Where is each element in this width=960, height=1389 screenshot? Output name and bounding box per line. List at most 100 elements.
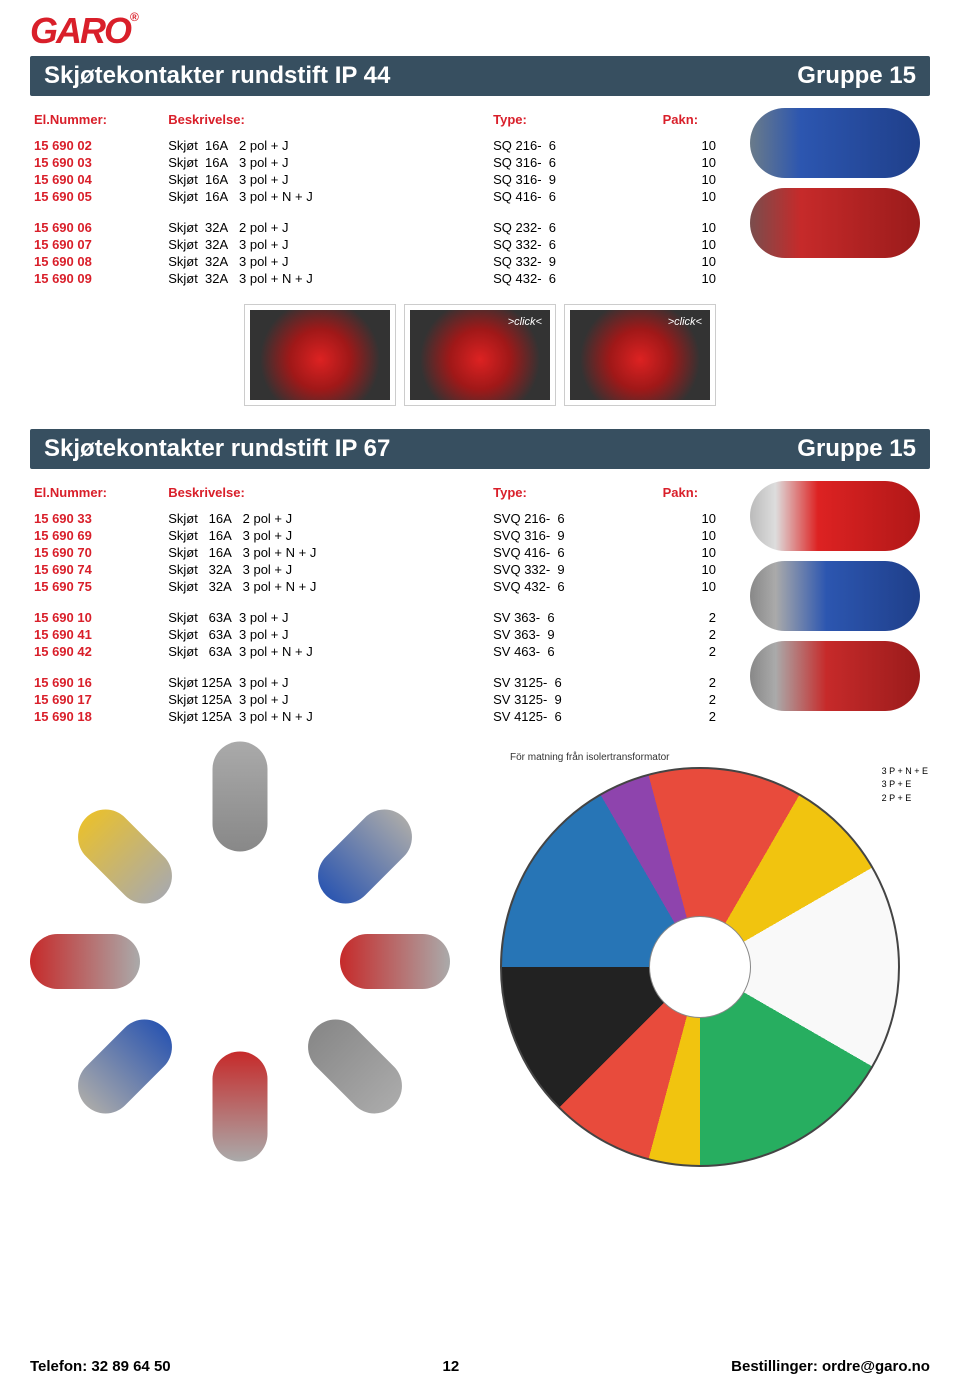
table-row: 15 690 08 Skjøt 32A 3 pol + J SQ 332- 9 … xyxy=(30,253,720,270)
cell-elnum: 15 690 04 xyxy=(30,171,164,188)
cell-pakn: 10 xyxy=(659,137,720,154)
cell-elnum: 15 690 02 xyxy=(30,137,164,154)
product-table-2: El.Nummer: Beskrivelse: Type: Pakn: 15 6… xyxy=(30,481,720,725)
cell-desc: Skjøt 32A 3 pol + J xyxy=(164,561,489,578)
th-pakn: Pakn: xyxy=(659,108,720,137)
th-elnum: El.Nummer: xyxy=(30,108,164,137)
cell-pakn: 10 xyxy=(659,171,720,188)
connector-image-red xyxy=(750,188,920,258)
cell-elnum: 15 690 16 xyxy=(30,674,164,691)
cell-type: SV 463- 6 xyxy=(489,643,659,660)
plug-img xyxy=(297,1008,414,1125)
table-row: 15 690 33 Skjøt 16A 2 pol + J SVQ 216- 6… xyxy=(30,510,720,527)
cell-pakn: 10 xyxy=(659,561,720,578)
cell-pakn: 10 xyxy=(659,253,720,270)
cell-pakn: 10 xyxy=(659,219,720,236)
table-row: 15 690 02 Skjøt 16A 2 pol + J SQ 216- 6 … xyxy=(30,137,720,154)
cell-elnum: 15 690 03 xyxy=(30,154,164,171)
plug-img xyxy=(67,798,184,915)
connector-image-redgrey xyxy=(750,641,920,711)
cell-elnum: 15 690 69 xyxy=(30,527,164,544)
color-code-wheel: 3 P + N + E 3 P + E 2 P + E xyxy=(500,767,900,1167)
thumb-2: >click< xyxy=(405,305,555,405)
cell-desc: Skjøt 125A 3 pol + J xyxy=(164,691,489,708)
cell-type: SV 4125- 6 xyxy=(489,708,659,725)
cell-pakn: 2 xyxy=(659,674,720,691)
cell-type: SQ 432- 6 xyxy=(489,270,659,287)
cell-type: SVQ 216- 6 xyxy=(489,510,659,527)
table-row: 15 690 70 Skjøt 16A 3 pol + N + J SVQ 41… xyxy=(30,544,720,561)
cell-type: SQ 316- 6 xyxy=(489,154,659,171)
cell-desc: Skjøt 125A 3 pol + J xyxy=(164,674,489,691)
plug-arrangement-image xyxy=(30,749,450,1169)
cell-pakn: 10 xyxy=(659,154,720,171)
cell-elnum: 15 690 17 xyxy=(30,691,164,708)
table-row: 15 690 05 Skjøt 16A 3 pol + N + J SQ 416… xyxy=(30,188,720,205)
section1-group: Gruppe 15 xyxy=(797,62,916,90)
plug-img xyxy=(213,1052,268,1162)
table-row: 15 690 07 Skjøt 32A 3 pol + J SQ 332- 6 … xyxy=(30,236,720,253)
plug-img xyxy=(307,798,424,915)
section1-title: Skjøtekontakter rundstift IP 44 xyxy=(44,62,390,90)
footer-order: Bestillinger: ordre@garo.no xyxy=(731,1358,930,1375)
cell-type: SQ 416- 6 xyxy=(489,188,659,205)
cell-elnum: 15 690 75 xyxy=(30,578,164,595)
section2-header: Skjøtekontakter rundstift IP 67 Gruppe 1… xyxy=(30,429,930,469)
cell-desc: Skjøt 63A 3 pol + J xyxy=(164,609,489,626)
footer-tel: Telefon: 32 89 64 50 xyxy=(30,1358,171,1375)
table-row: 15 690 42 Skjøt 63A 3 pol + N + J SV 463… xyxy=(30,643,720,660)
th-desc: Beskrivelse: xyxy=(164,108,489,137)
table-row: 15 690 10 Skjøt 63A 3 pol + J SV 363- 6 … xyxy=(30,609,720,626)
wheel-side-labels: 3 P + N + E 3 P + E 2 P + E xyxy=(882,765,928,806)
table-row: 15 690 69 Skjøt 16A 3 pol + J SVQ 316- 9… xyxy=(30,527,720,544)
plug-img xyxy=(30,934,140,989)
cell-pakn: 2 xyxy=(659,609,720,626)
table-row: 15 690 16 Skjøt 125A 3 pol + J SV 3125- … xyxy=(30,674,720,691)
table-row: 15 690 18 Skjøt 125A 3 pol + N + J SV 41… xyxy=(30,708,720,725)
th-pakn: Pakn: xyxy=(659,481,720,510)
cell-elnum: 15 690 42 xyxy=(30,643,164,660)
cell-type: SQ 332- 6 xyxy=(489,236,659,253)
cell-desc: Skjøt 16A 3 pol + J xyxy=(164,154,489,171)
cell-type: SQ 316- 9 xyxy=(489,171,659,188)
cell-pakn: 10 xyxy=(659,578,720,595)
cell-type: SVQ 416- 6 xyxy=(489,544,659,561)
cell-pakn: 10 xyxy=(659,510,720,527)
cell-type: SQ 216- 6 xyxy=(489,137,659,154)
instruction-thumbnails: >click< >click< xyxy=(30,305,930,405)
table-row: 15 690 04 Skjøt 16A 3 pol + J SQ 316- 9 … xyxy=(30,171,720,188)
cell-elnum: 15 690 41 xyxy=(30,626,164,643)
cell-type: SVQ 316- 9 xyxy=(489,527,659,544)
table-row: 15 690 03 Skjøt 16A 3 pol + J SQ 316- 6 … xyxy=(30,154,720,171)
section2-title: Skjøtekontakter rundstift IP 67 xyxy=(44,435,390,463)
wheel-caption: För matning från isolertransformator xyxy=(470,752,930,763)
page-footer: Telefon: 32 89 64 50 12 Bestillinger: or… xyxy=(30,1358,930,1375)
cell-pakn: 2 xyxy=(659,643,720,660)
product-table-1: El.Nummer: Beskrivelse: Type: Pakn: 15 6… xyxy=(30,108,720,287)
table-row: 15 690 41 Skjøt 63A 3 pol + J SV 363- 9 … xyxy=(30,626,720,643)
table-row: 15 690 09 Skjøt 32A 3 pol + N + J SQ 432… xyxy=(30,270,720,287)
cell-desc: Skjøt 125A 3 pol + N + J xyxy=(164,708,489,725)
table-row: 15 690 75 Skjøt 32A 3 pol + N + J SVQ 43… xyxy=(30,578,720,595)
th-desc: Beskrivelse: xyxy=(164,481,489,510)
section1-header: Skjøtekontakter rundstift IP 44 Gruppe 1… xyxy=(30,56,930,96)
th-elnum: El.Nummer: xyxy=(30,481,164,510)
cell-type: SVQ 432- 6 xyxy=(489,578,659,595)
cell-pakn: 2 xyxy=(659,626,720,643)
cell-desc: Skjøt 63A 3 pol + N + J xyxy=(164,643,489,660)
cell-pakn: 10 xyxy=(659,527,720,544)
cell-pakn: 2 xyxy=(659,691,720,708)
cell-type: SQ 232- 6 xyxy=(489,219,659,236)
cell-desc: Skjøt 32A 3 pol + N + J xyxy=(164,578,489,595)
cell-elnum: 15 690 08 xyxy=(30,253,164,270)
cell-type: SVQ 332- 9 xyxy=(489,561,659,578)
cell-pakn: 10 xyxy=(659,270,720,287)
cell-pakn: 10 xyxy=(659,544,720,561)
cell-type: SV 363- 6 xyxy=(489,609,659,626)
table-row: 15 690 06 Skjøt 32A 2 pol + J SQ 232- 6 … xyxy=(30,219,720,236)
plug-img xyxy=(213,742,268,852)
cell-elnum: 15 690 05 xyxy=(30,188,164,205)
cell-desc: Skjøt 32A 2 pol + J xyxy=(164,219,489,236)
cell-elnum: 15 690 07 xyxy=(30,236,164,253)
cell-elnum: 15 690 18 xyxy=(30,708,164,725)
